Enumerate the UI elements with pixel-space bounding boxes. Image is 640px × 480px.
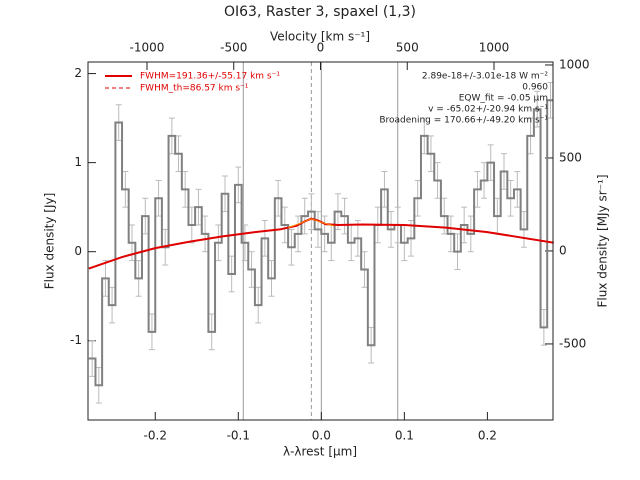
y-tick-label: -1 (70, 333, 82, 347)
y2-tick-label: -500 (559, 336, 586, 350)
y2-tick-label: 0 (559, 243, 567, 257)
annotation: v = -65.02+/-20.94 km s⁻¹ (428, 105, 548, 115)
x2-tick-label: -500 (220, 41, 247, 55)
y-tick-label: 1 (74, 155, 82, 169)
legend-label: FWHM_th=86.57 km s⁻¹ (140, 84, 249, 94)
x2-tick-label: 500 (396, 41, 419, 55)
x-tick-label: 0.0 (312, 429, 331, 443)
x2-axis-label: Velocity [km s⁻¹] (270, 30, 370, 44)
x2-tick-label: 1000 (479, 41, 510, 55)
x2-tick-label: -1000 (130, 41, 165, 55)
x-tick-label: 0.2 (478, 429, 497, 443)
y2-axis-label: Flux density [MJy sr⁻¹] (596, 174, 610, 307)
annotation: EQW_fit = -0.05 μm (459, 94, 548, 104)
legend-label: FWHM=191.36+/-55.17 km s⁻¹ (140, 72, 280, 82)
y2-tick-label: 1000 (559, 57, 590, 71)
x-axis-label: λ-λrest [μm] (283, 445, 357, 459)
annotation: Broadening = 170.66+/-49.20 km s⁻¹ (379, 116, 548, 126)
plot-frame (87, 61, 554, 421)
data-step (88, 99, 553, 387)
y2-tick-label: 500 (559, 150, 582, 164)
x2-tick-label: 0 (317, 41, 325, 55)
x-tick-label: 0.1 (395, 429, 414, 443)
chart-title: OI63, Raster 3, spaxel (1,3) (224, 4, 416, 20)
x-tick-label: -0.1 (227, 429, 250, 443)
fit-line (287, 218, 334, 229)
y-axis-label: Flux density [Jy] (43, 193, 57, 290)
y-tick-label: 2 (74, 66, 82, 80)
y-tick-label: 0 (74, 244, 82, 258)
x-tick-label: -0.2 (144, 429, 167, 443)
annotation: 2.89e-18+/-3.01e-18 W m⁻² (422, 72, 549, 82)
annotation: 0.960 (522, 83, 548, 93)
